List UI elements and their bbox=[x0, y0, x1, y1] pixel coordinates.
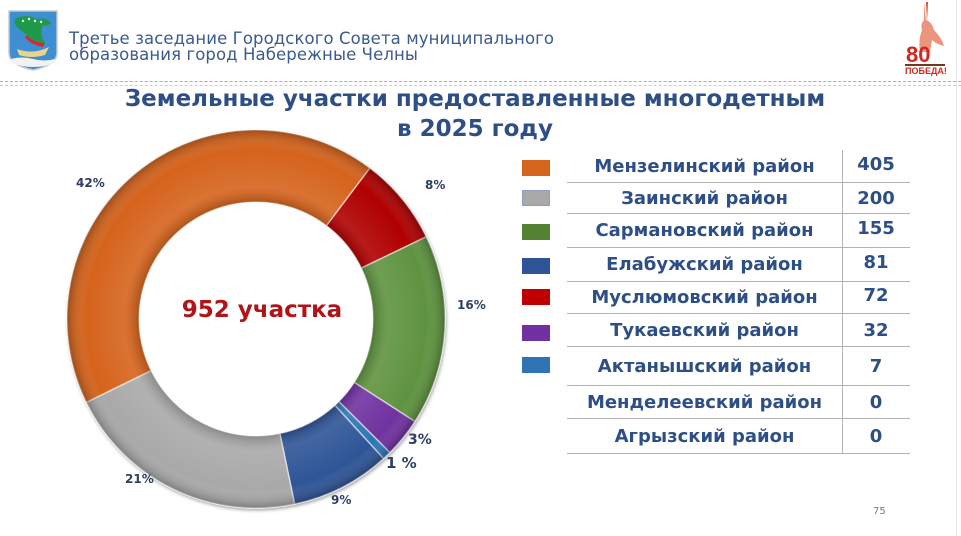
district-name: Тукаевский район bbox=[610, 319, 799, 341]
table-row: Менделеевский район 0 bbox=[567, 386, 910, 419]
pct-label-sarmanovsky: 16% bbox=[457, 298, 486, 312]
header-subtitle: Третье заседание Городского Совета муниц… bbox=[69, 29, 555, 64]
district-value: 72 bbox=[863, 285, 889, 306]
pct-label-tukaevsky: 3% bbox=[408, 432, 432, 448]
page-number: 75 bbox=[873, 506, 886, 517]
table-row: Сармановский район 155 bbox=[567, 214, 910, 248]
header-line-2: образования город Набережные Челны bbox=[69, 45, 418, 64]
pct-label-zainsky: 21% bbox=[125, 472, 154, 486]
header-divider-bottom bbox=[0, 85, 961, 86]
table-row: Мензелинский район 405 bbox=[567, 150, 910, 183]
table-row: Муслюмовский район 72 bbox=[567, 282, 910, 314]
header-divider-top bbox=[0, 81, 961, 82]
district-value: 32 bbox=[863, 319, 889, 341]
pct-label-elabuzhsky: 9% bbox=[331, 493, 352, 507]
table-row: Елабужский район 81 bbox=[567, 248, 910, 282]
district-value: 155 bbox=[857, 218, 895, 239]
chart-total-label: 952 участка bbox=[181, 297, 343, 323]
header-line-1: Третье заседание Городского Совета муниц… bbox=[69, 29, 555, 48]
legend-swatch-zainsky bbox=[522, 190, 550, 206]
victory-80-badge-icon: 80 ПОБЕДА! bbox=[905, 2, 947, 76]
legend-swatch-aktanyshsky bbox=[522, 357, 550, 373]
table-row: Актанышский район 7 bbox=[567, 347, 910, 386]
slide-edge bbox=[956, 0, 957, 536]
pct-label-aktanyshsky: 1 % bbox=[386, 454, 417, 472]
title-line-2: в 2025 году bbox=[397, 116, 553, 142]
svg-text:80: 80 bbox=[906, 42, 930, 67]
table-column-divider bbox=[842, 150, 843, 453]
district-name: Мензелинский район bbox=[594, 155, 815, 177]
legend-swatch-elabuzhsky bbox=[522, 258, 550, 274]
district-value: 405 bbox=[857, 153, 895, 175]
legend-swatch-tukaevsky bbox=[522, 325, 550, 341]
pct-label-menzelinsky: 42% bbox=[76, 176, 105, 190]
district-value: 200 bbox=[857, 187, 895, 209]
district-name: Елабужский район bbox=[606, 254, 803, 275]
district-value: 0 bbox=[869, 391, 883, 413]
table-row: Агрызский район 0 bbox=[567, 419, 910, 454]
title-line-1: Земельные участки предоставленные многод… bbox=[124, 86, 826, 112]
table-row: Тукаевский район 32 bbox=[567, 314, 910, 347]
pct-label-muslyumovsky: 8% bbox=[425, 178, 446, 192]
legend-swatch-muslyumovsky bbox=[522, 289, 550, 305]
district-name: Агрызский район bbox=[614, 425, 795, 447]
district-value: 0 bbox=[869, 425, 883, 447]
district-name: Сармановский район bbox=[595, 220, 814, 241]
district-name: Заинский район bbox=[621, 187, 788, 209]
district-name: Менделеевский район bbox=[586, 391, 823, 413]
svg-text:ПОБЕДА!: ПОБЕДА! bbox=[905, 66, 947, 76]
legend-swatch-menzelinsky bbox=[522, 160, 550, 176]
district-name: Актанышский район bbox=[597, 355, 812, 377]
city-coat-of-arms-icon bbox=[8, 10, 58, 71]
district-name: Муслюмовский район bbox=[591, 287, 818, 308]
district-value: 7 bbox=[869, 355, 883, 377]
page-title: Земельные участки предоставленные многод… bbox=[60, 84, 890, 144]
legend-swatch-sarmanovsky bbox=[522, 224, 550, 240]
table-row: Заинский район 200 bbox=[567, 183, 910, 214]
donut-hole bbox=[139, 202, 373, 436]
district-value: 81 bbox=[863, 252, 889, 273]
